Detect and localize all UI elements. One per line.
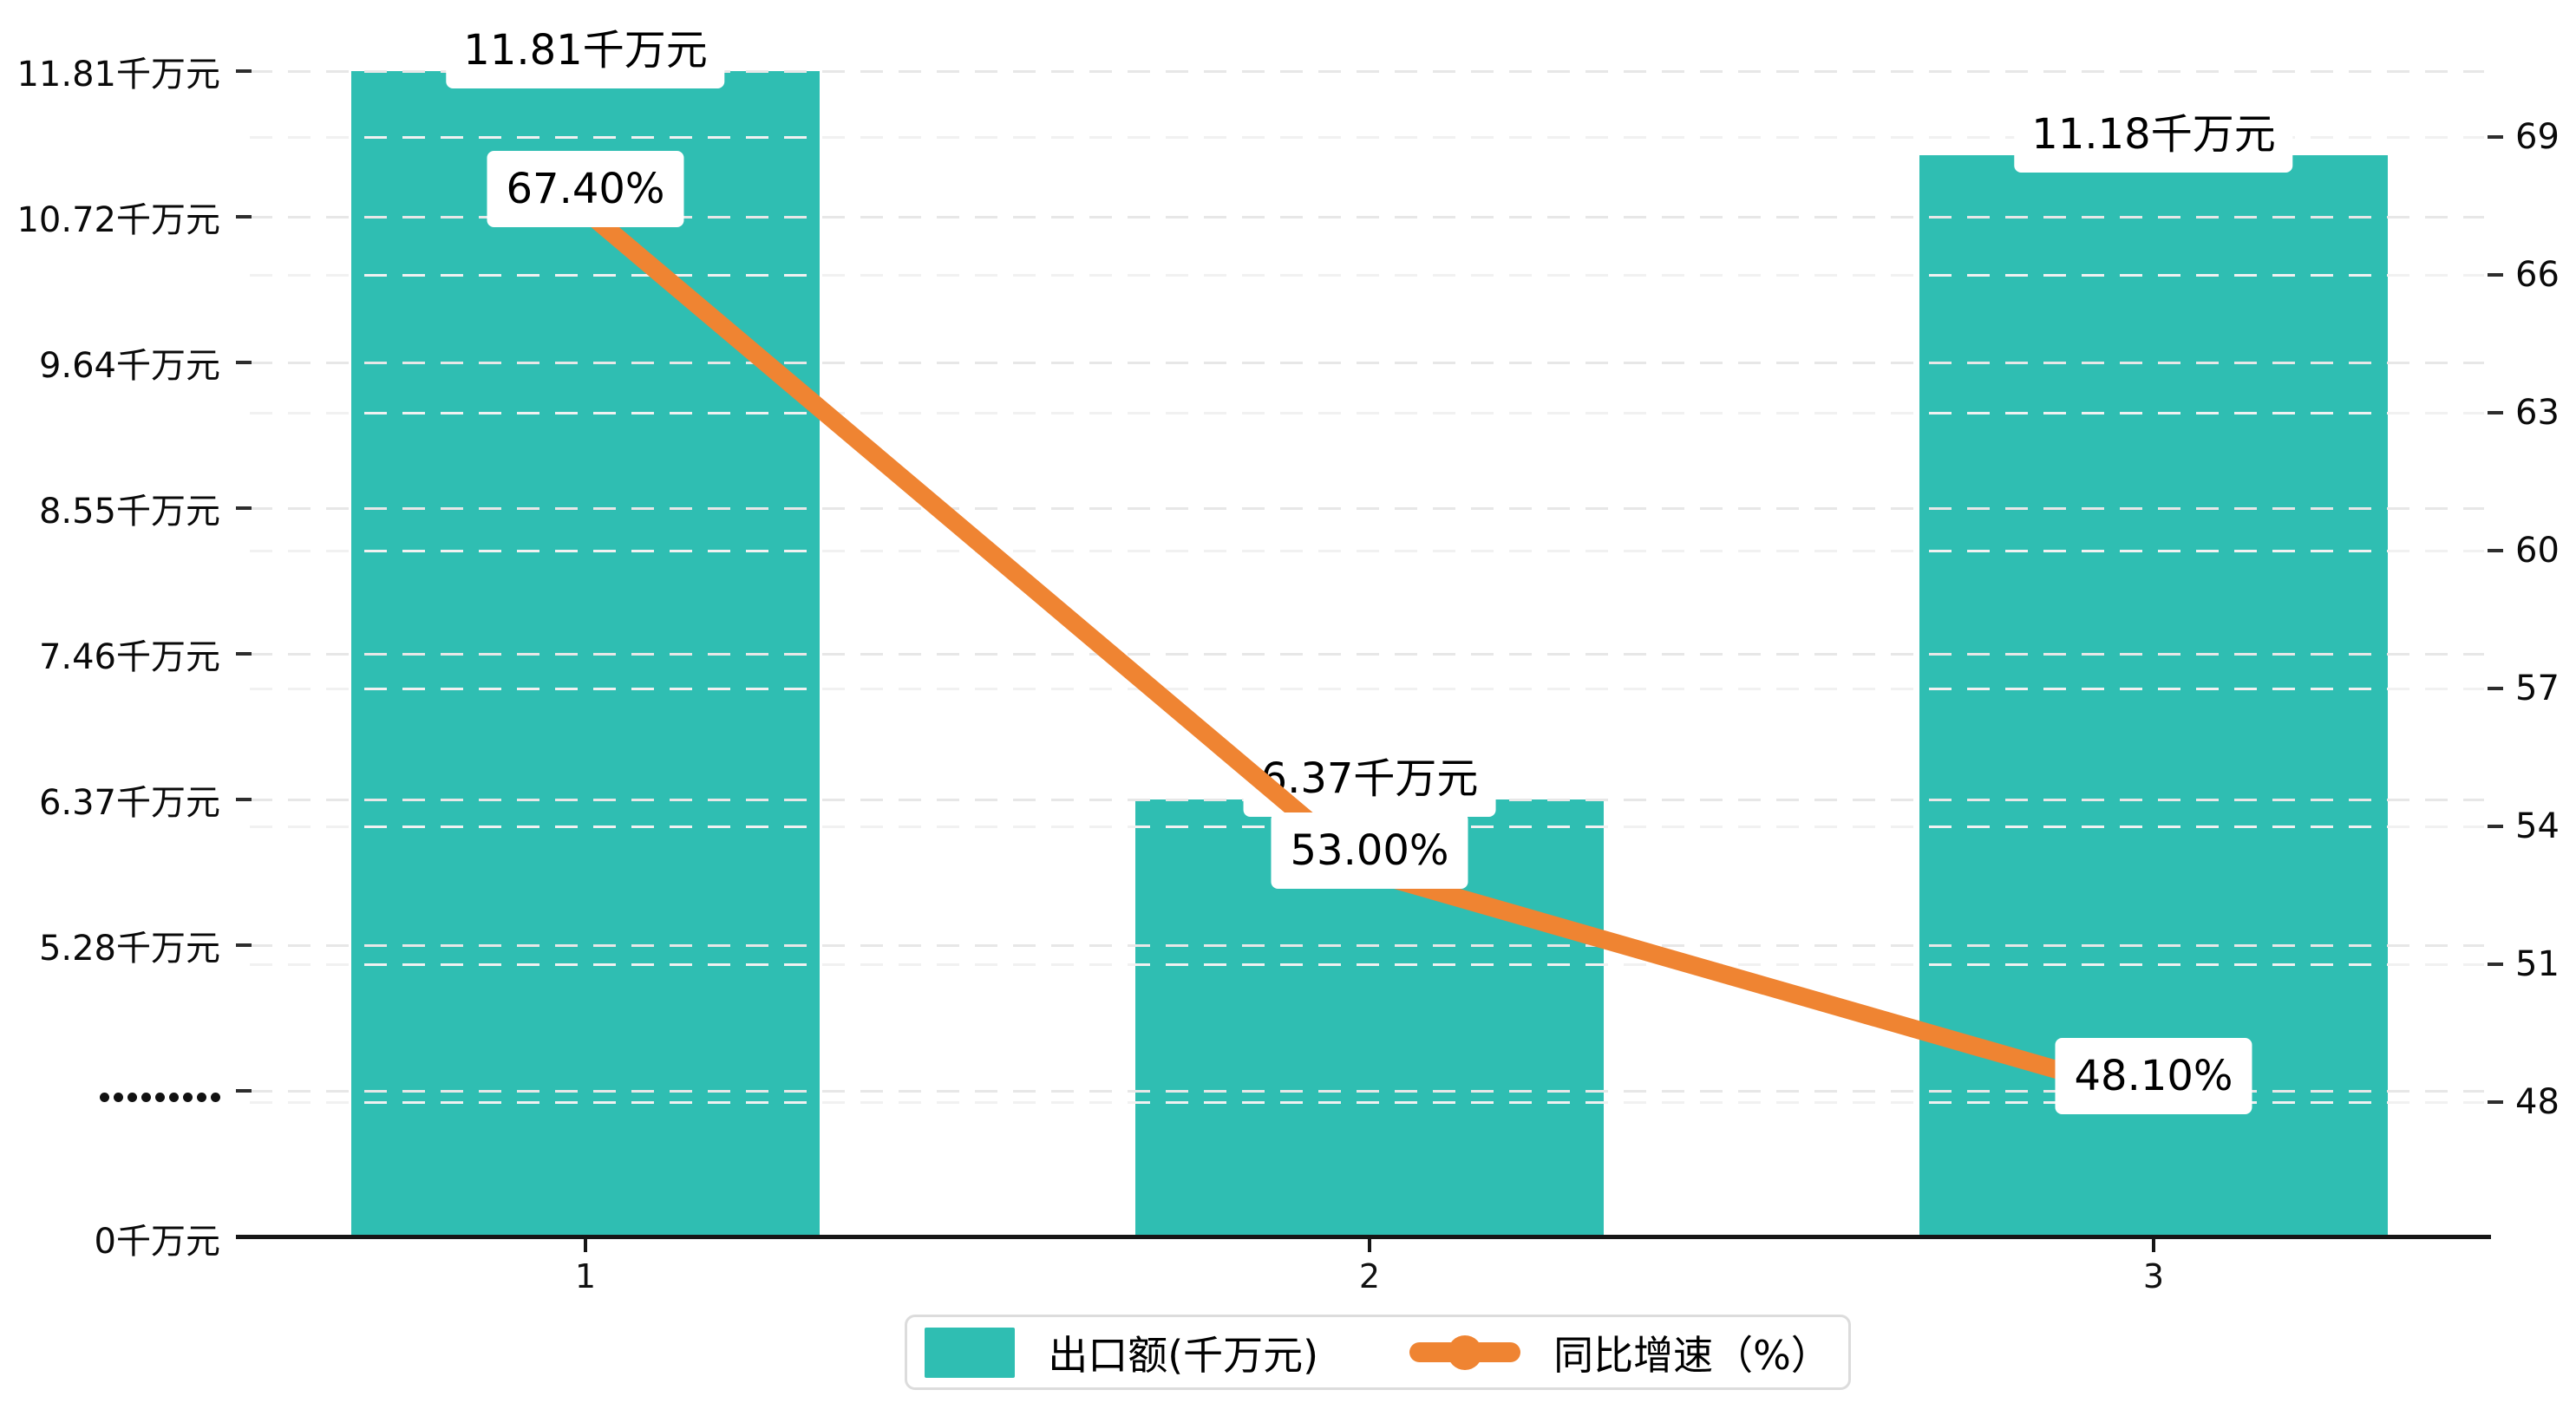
bar-value-label-3: 11.18千万元 (2014, 96, 2293, 173)
x-axis-tick (2152, 1239, 2155, 1252)
legend-label-export: 出口额(千万元) (1048, 1331, 1319, 1379)
gridline-left (250, 70, 2484, 73)
y-axis-right-label: 48 (2515, 1082, 2560, 1122)
y-axis-right-label: 51 (2515, 944, 2560, 984)
gridline-right (250, 963, 2484, 966)
gridline-left (250, 216, 2484, 219)
y-axis-right-tick (2488, 273, 2503, 277)
y-axis-left-tick (236, 652, 252, 656)
axis-break-dot (169, 1093, 179, 1102)
legend-item-growth[interactable]: 同比增速（%） (1409, 1324, 1831, 1381)
y-axis-right-label: 54 (2515, 806, 2560, 846)
axis-break-dot (100, 1093, 109, 1102)
y-axis-left-label: 5.28千万元 (38, 929, 220, 969)
gridline-right (250, 412, 2484, 414)
line-series-dot-icon (1448, 1334, 1483, 1370)
x-axis-label-2: 2 (1358, 1257, 1381, 1295)
y-axis-right-label: 66 (2515, 255, 2560, 295)
y-axis-left-label: 7.46千万元 (38, 637, 220, 677)
y-axis-left-tick (236, 69, 252, 73)
legend-item-export[interactable]: 出口额(千万元) (925, 1324, 1318, 1381)
gridline-left (250, 944, 2484, 947)
gridline-right (250, 550, 2484, 552)
bar-series-swatch-icon (925, 1327, 1016, 1378)
gridline-right (250, 136, 2484, 139)
gridline-left (250, 1090, 2484, 1093)
y-axis-left-label: 11.81千万元 (16, 55, 220, 95)
y-axis-right-tick (2488, 135, 2503, 139)
y-axis-right-label: 63 (2515, 393, 2560, 433)
gridline-right (250, 274, 2484, 277)
gridline-left (250, 507, 2484, 510)
y-axis-right-tick (2488, 825, 2503, 828)
growth-line-path (576, 201, 2163, 1107)
axis-break-dots-icon (0, 1093, 220, 1102)
y-axis-left-label: 10.72千万元 (16, 200, 220, 240)
line-series-marker-icon (1409, 1334, 1521, 1370)
axis-break-dot (141, 1093, 151, 1102)
y-axis-left-tick (236, 798, 252, 801)
y-axis-right-label: 60 (2515, 531, 2560, 571)
gridline-left (250, 362, 2484, 364)
x-axis-line (236, 1235, 2491, 1239)
axis-break-dot (114, 1093, 123, 1102)
axis-break-dot (183, 1093, 193, 1102)
axis-break-dot (211, 1093, 220, 1102)
growth-value-label-3: 48.10% (2055, 1037, 2252, 1114)
bar-value-label-1: 11.81千万元 (446, 12, 725, 88)
x-axis-tick (584, 1239, 587, 1252)
y-axis-right-label: 69 (2515, 117, 2560, 157)
y-axis-right-tick (2488, 411, 2503, 414)
y-axis-left-tick (236, 1089, 252, 1093)
y-axis-left-label: 6.37千万元 (38, 783, 220, 823)
axis-break-dot (155, 1093, 165, 1102)
x-axis-tick (1368, 1239, 1371, 1252)
gridline-left (250, 653, 2484, 656)
y-axis-right-tick (2488, 687, 2503, 690)
axis-break-dot (197, 1093, 206, 1102)
y-axis-left-tick (236, 361, 252, 364)
y-axis-break-label (0, 1071, 220, 1111)
x-axis-label-1: 1 (574, 1257, 597, 1295)
growth-value-label-1: 67.40% (487, 150, 684, 227)
legend: 出口额(千万元) 同比增速（%） (905, 1315, 1851, 1390)
growth-value-label-2: 53.00% (1271, 812, 1468, 889)
y-axis-left-label: 8.55千万元 (38, 492, 220, 532)
legend-label-growth: 同比增速（%） (1553, 1331, 1831, 1379)
gridline-right (250, 688, 2484, 690)
y-axis-right-tick (2488, 1100, 2503, 1104)
y-axis-left-tick (236, 943, 252, 947)
x-axis-label-3: 3 (2142, 1257, 2165, 1295)
y-axis-left-tick (236, 506, 252, 510)
y-axis-left-tick (236, 215, 252, 219)
y-axis-right-tick (2488, 549, 2503, 552)
y-axis-right-label: 57 (2515, 669, 2560, 708)
y-axis-left-label: 0千万元 (94, 1222, 220, 1262)
axis-break-dot (127, 1093, 137, 1102)
y-axis-left-label: 9.64千万元 (38, 346, 220, 386)
y-axis-right-tick (2488, 962, 2503, 966)
gridline-right (250, 1101, 2484, 1104)
